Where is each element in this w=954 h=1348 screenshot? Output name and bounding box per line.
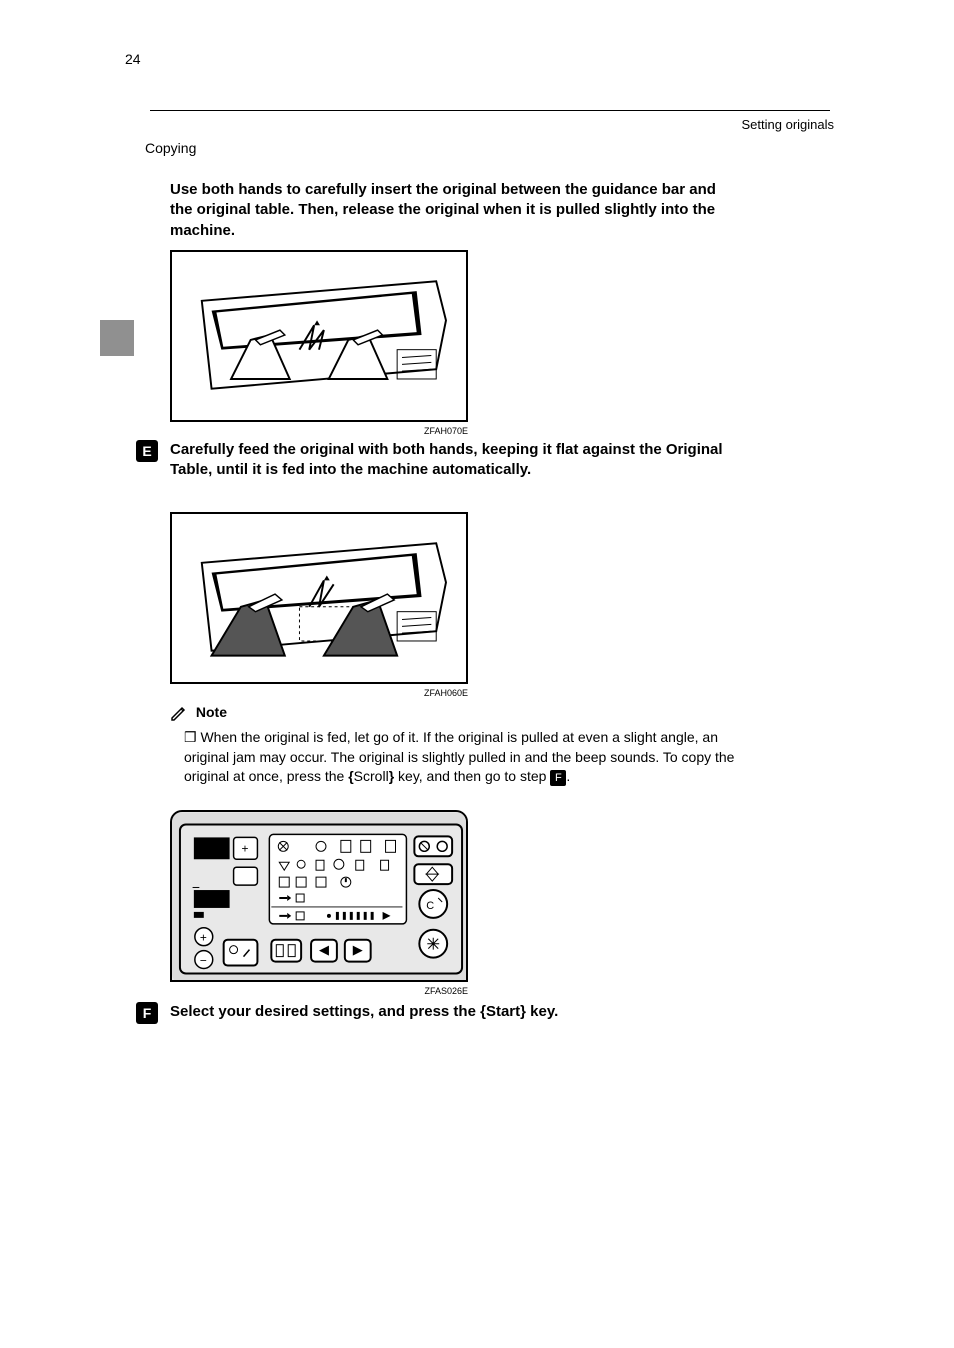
side-tab (100, 320, 134, 356)
figure-1-caption: ZFAH070E (170, 426, 468, 436)
note-label-text: Note (196, 704, 227, 720)
svg-text:+: + (200, 931, 207, 945)
step-5-marker: E (136, 440, 158, 462)
step-6-marker: F (136, 1002, 158, 1024)
figure-2 (170, 512, 468, 684)
svg-text:+: + (242, 841, 249, 855)
step-5-instruction: Carefully feed the original with both ha… (170, 440, 740, 481)
header-rule (150, 110, 830, 111)
pencil-icon (170, 704, 188, 722)
svg-text:−: − (192, 879, 200, 895)
step-6-ref: F (550, 770, 566, 786)
svg-text:C: C (426, 900, 434, 912)
header-section-label: Setting originals (742, 117, 835, 132)
note-body: ❒ When the original is fed, let go of it… (184, 728, 740, 787)
side-tab-number: 2 (74, 330, 92, 348)
page-title: Copying (145, 140, 196, 156)
copier-illustration-2 (172, 514, 466, 682)
step-6-instruction: Select your desired settings, and press … (170, 1002, 740, 1022)
figure-1 (170, 250, 468, 422)
control-panel-figure: + − + − (170, 810, 468, 982)
page-number: 24 (125, 51, 141, 67)
figure-3-caption: ZFAS026E (170, 986, 468, 996)
copier-illustration-1 (172, 252, 466, 420)
note-label: Note (170, 704, 740, 722)
svg-text:−: − (200, 954, 207, 968)
figure-2-caption: ZFAH060E (170, 688, 468, 698)
control-panel-illustration: + − + − (172, 812, 468, 982)
step-4-instruction: Use both hands to carefully insert the o… (170, 180, 740, 241)
